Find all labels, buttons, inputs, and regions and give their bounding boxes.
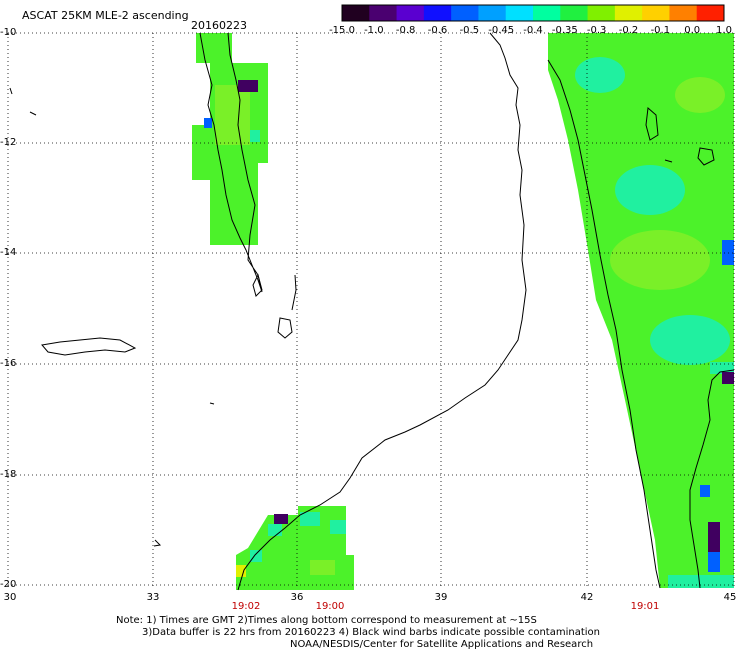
swath-block — [300, 512, 320, 526]
swath-block — [722, 240, 734, 265]
small-feature-5 — [664, 159, 673, 163]
x-label: 45 — [723, 592, 737, 603]
swath-region — [236, 506, 354, 590]
colorbar-swatch — [533, 5, 561, 21]
scatterometer-swath-south — [236, 506, 354, 590]
time-label: 19:00 — [315, 601, 345, 612]
note-line-3: NOAA/NESDIS/Center for Satellite Applica… — [290, 639, 594, 650]
swath-patch — [575, 57, 625, 93]
colorbar-swatch — [560, 5, 589, 21]
colorbar-label: -0.35 — [551, 25, 578, 36]
colorbar-label: -0.1 — [650, 25, 671, 36]
lat-lon-grid — [7, 32, 735, 588]
swath-region — [548, 33, 734, 588]
x-label: 30 — [3, 592, 17, 603]
swath-block — [196, 33, 232, 63]
note-line-2: 3)Data buffer is 22 hrs from 20160223 4)… — [142, 627, 600, 638]
colorbar-label: -0.6 — [427, 25, 448, 36]
colorbar-frame — [341, 4, 725, 22]
x-label: 39 — [434, 592, 448, 603]
swath-block — [268, 524, 282, 536]
madagascar-west-coast — [689, 369, 735, 589]
colorbar-swatch — [642, 5, 670, 21]
time-label: 19:01 — [630, 601, 660, 612]
swath-block — [700, 485, 710, 497]
colorbar-swatch — [505, 5, 534, 21]
swath-block — [708, 552, 720, 572]
swath-block — [310, 560, 335, 575]
note-line-1: Note: 1) Times are GMT 2)Times along bot… — [116, 615, 537, 626]
colorbar — [341, 4, 725, 22]
small-feature-2 — [29, 111, 37, 116]
swath-block — [722, 372, 734, 384]
swath-block — [192, 125, 212, 180]
colorbar-swatch — [451, 5, 479, 21]
colorbar-swatch — [587, 5, 616, 21]
small-feature-3 — [153, 539, 162, 547]
swath-block — [215, 85, 250, 145]
swath-block — [250, 130, 260, 142]
small-feature — [9, 87, 13, 95]
lake-kariba — [41, 337, 137, 356]
colorbar-swatch — [614, 5, 643, 21]
swath-block — [250, 550, 262, 562]
swath-block — [236, 565, 246, 577]
colorbar-labels: -15.0 -1.0 -0.8 -0.6 -0.5 -0.45 -0.4 -0.35 -0.3-… — [329, 25, 740, 37]
colorbar-label: -0.2 — [618, 25, 639, 36]
swath-block — [210, 160, 258, 245]
swath-patch — [650, 315, 730, 365]
swath-block — [238, 80, 258, 92]
y-label: -14 — [0, 247, 17, 258]
swath-block — [204, 118, 212, 128]
lake-outline — [277, 317, 293, 339]
colorbar-label: 1.0 — [716, 25, 732, 36]
scatterometer-swath-north — [192, 33, 268, 245]
island-east — [645, 106, 659, 141]
lake-malawi-shore — [199, 32, 263, 293]
swath-patch — [610, 230, 710, 290]
colorbar-label: -1.0 — [364, 25, 384, 36]
scatterometer-swath-east — [548, 33, 734, 588]
x-label: 33 — [146, 592, 160, 603]
colorbar-label: -15.0 — [329, 25, 355, 36]
map-date: 20160223 — [191, 19, 247, 32]
colorbar-label: -0.3 — [586, 25, 607, 36]
small-feature-4 — [209, 402, 215, 405]
colorbar-swatch — [696, 5, 725, 21]
colorbar-label: -0.8 — [395, 25, 416, 36]
swath-block — [330, 520, 346, 534]
x-label: 36 — [290, 592, 304, 603]
colorbar-swatch — [342, 5, 370, 21]
colorbar-label: -0.5 — [459, 25, 480, 36]
y-label: -10 — [0, 27, 17, 38]
swath-block — [668, 575, 734, 588]
river-segment — [291, 274, 297, 311]
map-title: ASCAT 25KM MLE-2 ascending — [22, 9, 189, 22]
colorbar-label: -0.4 — [523, 25, 543, 36]
coastline — [9, 32, 735, 591]
y-label: -18 — [0, 469, 17, 480]
swath-block — [274, 514, 288, 524]
swath-patch — [675, 77, 725, 113]
time-label: 19:02 — [231, 601, 261, 612]
y-label: -12 — [0, 137, 17, 148]
lake-cahora — [252, 273, 263, 297]
colorbar-swatch — [396, 5, 425, 21]
colorbar-swatch — [478, 5, 507, 21]
swath-patch — [615, 165, 685, 215]
y-label: -20 — [0, 579, 17, 590]
x-label: 42 — [580, 592, 594, 603]
colorbar-label: 0.0 — [684, 25, 701, 36]
madagascar-coast — [547, 59, 661, 589]
colorbar-swatch — [369, 5, 398, 21]
y-label: -16 — [0, 358, 17, 369]
mozambique-coast — [237, 32, 527, 591]
colorbar-swatch — [669, 5, 698, 21]
colorbar-label: -0.45 — [488, 25, 515, 36]
island-east-2 — [697, 147, 715, 166]
colorbar-swatch — [423, 5, 452, 21]
swath-block — [708, 522, 720, 552]
